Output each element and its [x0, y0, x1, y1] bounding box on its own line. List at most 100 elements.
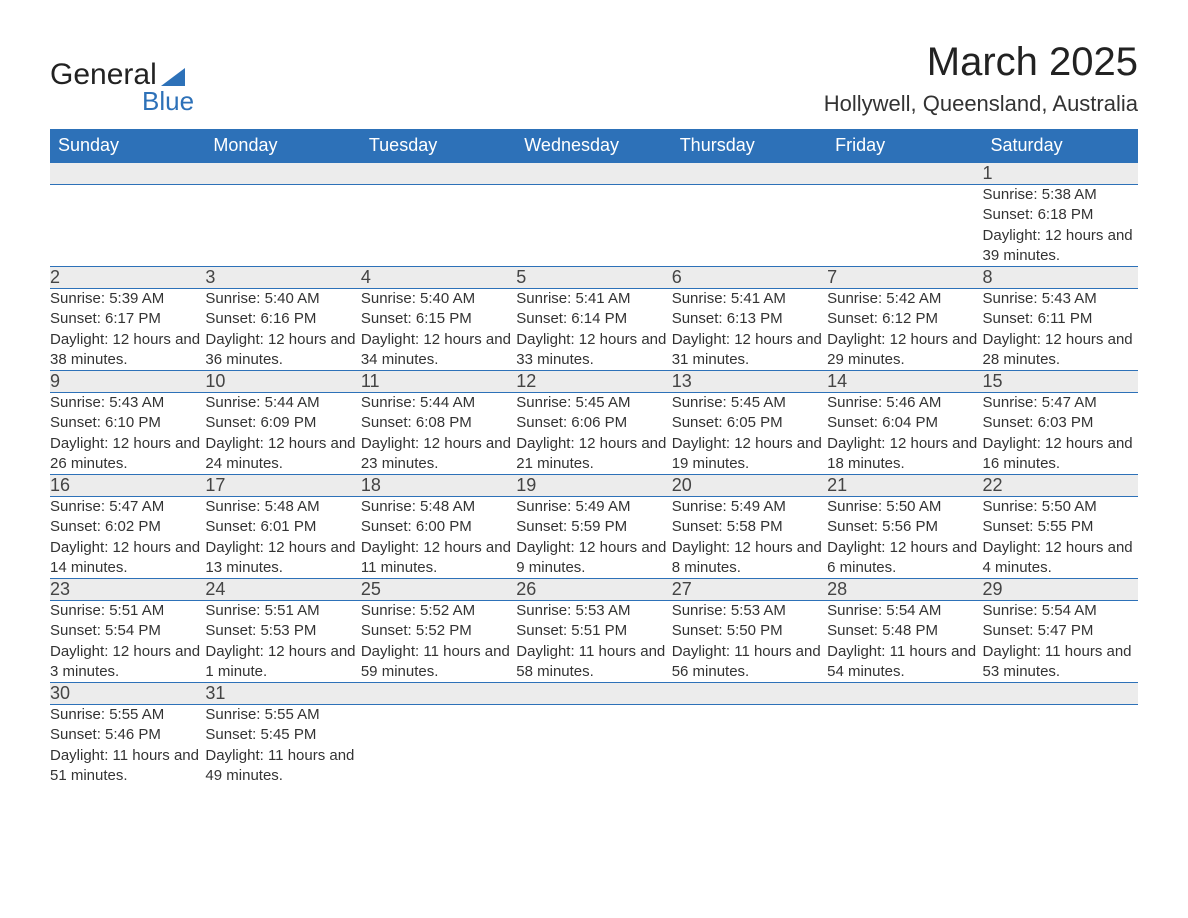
day-detail-cell: Sunrise: 5:51 AMSunset: 5:53 PMDaylight:…: [205, 601, 360, 683]
day-number-cell: [827, 163, 982, 185]
day-detail-cell: Sunrise: 5:41 AMSunset: 6:13 PMDaylight:…: [672, 289, 827, 371]
day-number-cell: 16: [50, 475, 205, 497]
day-number-cell: 22: [983, 475, 1138, 497]
day-detail-cell: Sunrise: 5:47 AMSunset: 6:03 PMDaylight:…: [983, 393, 1138, 475]
sunrise-line: Sunrise: 5:38 AM: [983, 185, 1138, 205]
sunset-line: Sunset: 6:08 PM: [361, 413, 516, 433]
sunset-line: Sunset: 5:56 PM: [827, 517, 982, 537]
sunrise-line: Sunrise: 5:49 AM: [672, 497, 827, 517]
day-number-row: 9101112131415: [50, 371, 1138, 393]
day-detail-row: Sunrise: 5:51 AMSunset: 5:54 PMDaylight:…: [50, 601, 1138, 683]
sunset-line: Sunset: 6:02 PM: [50, 517, 205, 537]
sunrise-line: Sunrise: 5:53 AM: [672, 601, 827, 621]
daylight-line: Daylight: 12 hours and 16 minutes.: [983, 434, 1138, 475]
day-number-cell: 9: [50, 371, 205, 393]
day-number-cell: 28: [827, 579, 982, 601]
day-detail-cell: [50, 185, 205, 267]
day-detail-cell: Sunrise: 5:44 AMSunset: 6:09 PMDaylight:…: [205, 393, 360, 475]
sunset-line: Sunset: 5:51 PM: [516, 621, 671, 641]
day-detail-cell: [672, 185, 827, 267]
day-detail-cell: Sunrise: 5:48 AMSunset: 6:01 PMDaylight:…: [205, 497, 360, 579]
logo: General Blue: [50, 58, 194, 117]
day-detail-row: Sunrise: 5:38 AMSunset: 6:18 PMDaylight:…: [50, 185, 1138, 267]
sunset-line: Sunset: 5:46 PM: [50, 725, 205, 745]
daylight-line: Daylight: 12 hours and 13 minutes.: [205, 538, 360, 579]
day-detail-cell: Sunrise: 5:50 AMSunset: 5:55 PMDaylight:…: [983, 497, 1138, 579]
day-number-row: 16171819202122: [50, 475, 1138, 497]
page-header: General Blue March 2025 Hollywell, Queen…: [50, 40, 1138, 117]
day-detail-row: Sunrise: 5:39 AMSunset: 6:17 PMDaylight:…: [50, 289, 1138, 371]
daylight-line: Daylight: 11 hours and 59 minutes.: [361, 642, 516, 683]
day-detail-cell: [516, 185, 671, 267]
weekday-header-row: Sunday Monday Tuesday Wednesday Thursday…: [50, 129, 1138, 163]
logo-triangle-icon: [161, 68, 185, 86]
sunset-line: Sunset: 6:01 PM: [205, 517, 360, 537]
sunset-line: Sunset: 6:06 PM: [516, 413, 671, 433]
sunrise-line: Sunrise: 5:51 AM: [205, 601, 360, 621]
sunrise-line: Sunrise: 5:44 AM: [205, 393, 360, 413]
sunrise-line: Sunrise: 5:39 AM: [50, 289, 205, 309]
daylight-line: Daylight: 11 hours and 56 minutes.: [672, 642, 827, 683]
daylight-line: Daylight: 12 hours and 3 minutes.: [50, 642, 205, 683]
daylight-line: Daylight: 12 hours and 19 minutes.: [672, 434, 827, 475]
sunset-line: Sunset: 5:59 PM: [516, 517, 671, 537]
day-detail-cell: Sunrise: 5:44 AMSunset: 6:08 PMDaylight:…: [361, 393, 516, 475]
day-detail-cell: Sunrise: 5:55 AMSunset: 5:45 PMDaylight:…: [205, 705, 360, 787]
sunset-line: Sunset: 5:45 PM: [205, 725, 360, 745]
daylight-line: Daylight: 12 hours and 4 minutes.: [983, 538, 1138, 579]
day-number-cell: 21: [827, 475, 982, 497]
sunrise-line: Sunrise: 5:46 AM: [827, 393, 982, 413]
day-number-cell: 7: [827, 267, 982, 289]
day-number-cell: 25: [361, 579, 516, 601]
daylight-line: Daylight: 12 hours and 9 minutes.: [516, 538, 671, 579]
day-detail-row: Sunrise: 5:55 AMSunset: 5:46 PMDaylight:…: [50, 705, 1138, 787]
day-number-row: 1: [50, 163, 1138, 185]
sunrise-line: Sunrise: 5:42 AM: [827, 289, 982, 309]
sunset-line: Sunset: 5:58 PM: [672, 517, 827, 537]
day-number-cell: [672, 683, 827, 705]
day-number-cell: 19: [516, 475, 671, 497]
sunrise-line: Sunrise: 5:51 AM: [50, 601, 205, 621]
day-detail-cell: [827, 185, 982, 267]
day-detail-row: Sunrise: 5:47 AMSunset: 6:02 PMDaylight:…: [50, 497, 1138, 579]
day-number-cell: 18: [361, 475, 516, 497]
day-number-cell: 14: [827, 371, 982, 393]
day-detail-cell: Sunrise: 5:40 AMSunset: 6:15 PMDaylight:…: [361, 289, 516, 371]
day-number-cell: 30: [50, 683, 205, 705]
day-number-cell: 12: [516, 371, 671, 393]
daylight-line: Daylight: 11 hours and 54 minutes.: [827, 642, 982, 683]
daylight-line: Daylight: 12 hours and 36 minutes.: [205, 330, 360, 371]
day-number-cell: 15: [983, 371, 1138, 393]
day-number-cell: [50, 163, 205, 185]
sunset-line: Sunset: 5:47 PM: [983, 621, 1138, 641]
day-number-cell: 24: [205, 579, 360, 601]
day-detail-cell: [361, 705, 516, 787]
day-number-cell: [361, 163, 516, 185]
day-detail-cell: [361, 185, 516, 267]
day-detail-cell: Sunrise: 5:53 AMSunset: 5:51 PMDaylight:…: [516, 601, 671, 683]
day-number-cell: 31: [205, 683, 360, 705]
daylight-line: Daylight: 12 hours and 29 minutes.: [827, 330, 982, 371]
sunrise-line: Sunrise: 5:43 AM: [50, 393, 205, 413]
day-detail-cell: [205, 185, 360, 267]
day-number-cell: 10: [205, 371, 360, 393]
daylight-line: Daylight: 12 hours and 26 minutes.: [50, 434, 205, 475]
day-number-cell: 27: [672, 579, 827, 601]
sunrise-line: Sunrise: 5:47 AM: [50, 497, 205, 517]
day-detail-cell: Sunrise: 5:47 AMSunset: 6:02 PMDaylight:…: [50, 497, 205, 579]
sunset-line: Sunset: 5:52 PM: [361, 621, 516, 641]
daylight-line: Daylight: 12 hours and 38 minutes.: [50, 330, 205, 371]
sunset-line: Sunset: 6:18 PM: [983, 205, 1138, 225]
weekday-header: Saturday: [983, 129, 1138, 163]
sunrise-line: Sunrise: 5:45 AM: [516, 393, 671, 413]
logo-word2: Blue: [142, 86, 194, 117]
day-detail-cell: Sunrise: 5:46 AMSunset: 6:04 PMDaylight:…: [827, 393, 982, 475]
sunrise-line: Sunrise: 5:41 AM: [516, 289, 671, 309]
calendar-table: Sunday Monday Tuesday Wednesday Thursday…: [50, 129, 1138, 786]
day-number-row: 3031: [50, 683, 1138, 705]
daylight-line: Daylight: 11 hours and 49 minutes.: [205, 746, 360, 787]
day-detail-cell: Sunrise: 5:52 AMSunset: 5:52 PMDaylight:…: [361, 601, 516, 683]
day-detail-cell: Sunrise: 5:49 AMSunset: 5:59 PMDaylight:…: [516, 497, 671, 579]
sunset-line: Sunset: 5:55 PM: [983, 517, 1138, 537]
title-block: March 2025 Hollywell, Queensland, Austra…: [824, 40, 1138, 117]
